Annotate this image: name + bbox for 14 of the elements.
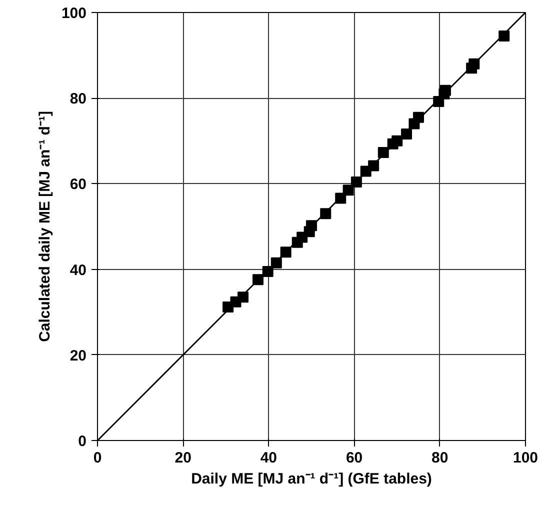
y-tick-label: 20 (70, 347, 87, 364)
x-tick-label: 20 (174, 450, 192, 466)
y-tick-label: 60 (70, 176, 87, 194)
x-tick-label: 60 (346, 450, 363, 466)
y-tick-label: 0 (78, 433, 86, 450)
y-axis-title: Calculated daily ME [MJ an⁻¹ d⁻¹] (36, 111, 54, 342)
x-tick-label: 100 (512, 450, 538, 466)
x-axis-title: Daily ME [MJ an⁻¹ d⁻¹] (GfE tables) (191, 470, 432, 488)
y-tick-label: 40 (70, 262, 87, 279)
x-tick-label: 40 (260, 450, 278, 466)
x-tick-label: 80 (432, 450, 448, 466)
y-tick-label: 80 (70, 90, 87, 108)
y-tick-label: 100 (61, 5, 87, 22)
x-tick-label: 0 (93, 450, 102, 466)
